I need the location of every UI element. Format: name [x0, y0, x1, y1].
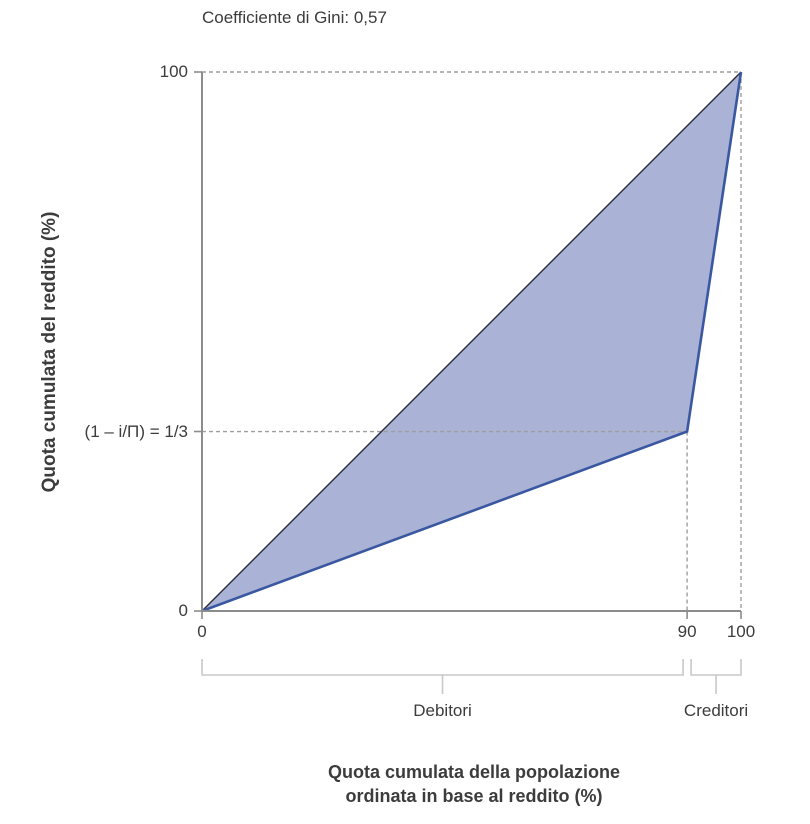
- y-axis-title: Quota cumulata del reddito (%): [39, 211, 60, 493]
- y-tick-label-0: 0: [178, 601, 188, 620]
- annotation-brackets: [201, 659, 742, 694]
- dashed-guides: [202, 71, 742, 611]
- x-axis-title-line1: Quota cumulata della popolazione: [327, 762, 621, 782]
- x-axis-title: Quota cumulata della popolazione ordinat…: [328, 760, 620, 808]
- bracket-label-debitori: Debitori: [413, 701, 472, 720]
- bracket-label-creditori: Creditori: [683, 701, 749, 720]
- x-tick-label-90: 90: [677, 622, 697, 641]
- y-axis-ticks: [194, 71, 202, 612]
- y-tick-label-100: 100: [159, 62, 188, 81]
- equality-line: [201, 71, 742, 612]
- x-axis-title-line2: ordinata in base al reddito (%): [345, 786, 603, 806]
- x-tick-label-0: 0: [197, 622, 207, 641]
- lorenz-curve: [201, 71, 743, 613]
- y-tick-label-one-third: (1 – i/Π) = 1/3: [84, 421, 188, 441]
- x-axis-ticks: [201, 611, 742, 619]
- chart-title: Coefficiente di Gini: 0,57: [202, 8, 387, 27]
- x-tick-label-100: 100: [726, 622, 756, 641]
